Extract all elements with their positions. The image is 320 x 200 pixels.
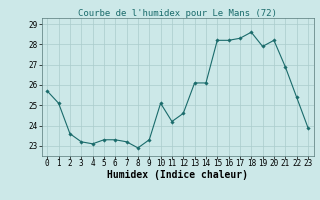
X-axis label: Humidex (Indice chaleur): Humidex (Indice chaleur) (107, 170, 248, 180)
Title: Courbe de l'humidex pour Le Mans (72): Courbe de l'humidex pour Le Mans (72) (78, 9, 277, 18)
